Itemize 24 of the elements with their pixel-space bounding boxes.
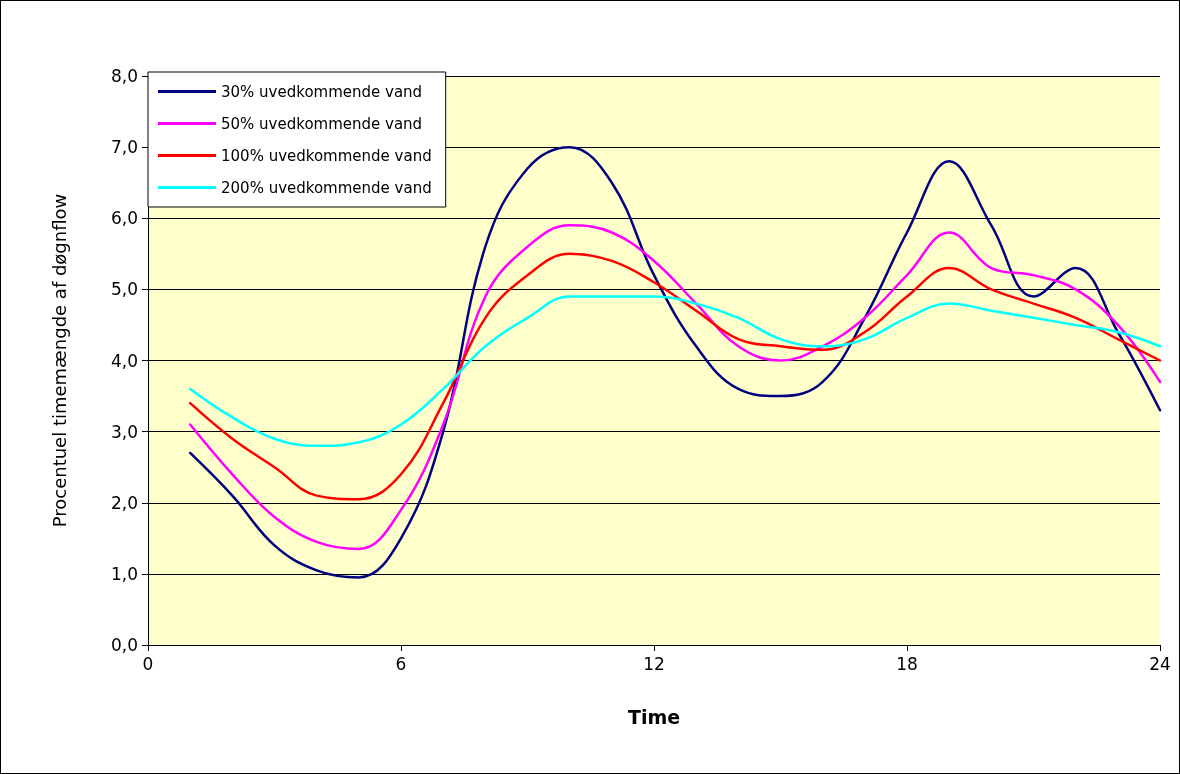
y-axis-title: Procentuel timemængde af døgnflow [48, 193, 70, 528]
y-tick-label: 7,0 [110, 137, 138, 158]
x-tick-label: 18 [896, 653, 918, 674]
line-series [188, 252, 1162, 501]
legend-label: 100% uvedkommende vand [221, 146, 432, 165]
x-tick-label: 6 [395, 653, 407, 674]
y-tick-label: 3,0 [110, 421, 138, 442]
line-series [188, 224, 1162, 551]
y-tick-label: 2,0 [110, 492, 138, 513]
x-axis-title: Time [627, 705, 681, 728]
y-tick-label: 0,0 [110, 635, 138, 655]
y-tick-label: 4,0 [110, 350, 138, 371]
y-tick-label: 5,0 [110, 279, 138, 300]
x-tick-label: 0 [142, 653, 154, 674]
legend-label: 30% uvedkommende vand [221, 82, 423, 101]
y-tick-label: 6,0 [110, 208, 138, 229]
line-series [188, 295, 1162, 448]
x-tick-label: 12 [643, 653, 665, 674]
legend-label: 50% uvedkommende vand [221, 114, 423, 133]
y-tick-label: 1,0 [110, 563, 138, 584]
x-tick-label: 24 [1149, 653, 1171, 674]
legend-label: 200% uvedkommende vand [221, 178, 432, 197]
line-series [188, 145, 1162, 579]
y-tick-label: 8,0 [110, 66, 138, 86]
